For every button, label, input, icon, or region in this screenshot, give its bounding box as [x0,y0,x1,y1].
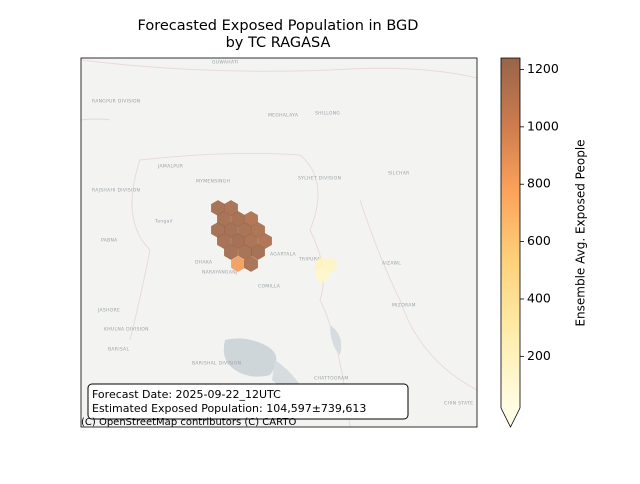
colorbar-tick-label: 600 [527,233,551,248]
place-label: CHIN STATE [444,401,473,407]
hexbin [315,267,329,283]
place-label: BARISAL [108,347,129,353]
hexbin [323,257,337,273]
place-label: MEGHALAYA [268,113,299,119]
place-label: SYLHET DIVISION [298,176,341,182]
water [330,325,342,355]
place-label: BARISHAL DIVISION [192,361,241,367]
place-label: JAMALPUR [157,164,183,170]
hexbin [258,233,272,249]
colorbar-tick-label: 1200 [527,61,559,76]
place-label: RAJSHAHI DIVISION [92,188,140,194]
hexbin [217,233,231,249]
place-label: MYMENSINGH [196,179,230,185]
hexbin [224,200,238,216]
colorbar-tick-label: 400 [527,290,551,305]
map-frame [80,57,478,428]
colorbar-frame [500,57,521,408]
place-label: KHULNA DIVISION [104,327,149,333]
place-label: MIZORAM [392,303,416,309]
hexbins [211,200,337,283]
attribution: (C) OpenStreetMap contributors (C) CARTO [81,417,296,428]
annotation-box [87,383,409,420]
title: Forecasted Exposed Population in BGD [138,18,419,34]
border [129,159,151,341]
colorbar-tick-label: 200 [527,348,551,363]
water [272,360,300,388]
place-label: CHATTOGRAM [314,376,349,382]
river [81,118,111,121]
place-label: AGARTALA [270,252,297,258]
annotation-text: Estimated Exposed Population: 104,597±73… [92,402,366,415]
colorbar [501,58,520,408]
title: by TC RAGASA [226,35,331,51]
border [359,199,477,391]
place-label: NARAYANGANJ [202,270,238,276]
place-label: PABNA [101,238,118,244]
colorbar-label: Ensemble Avg. Exposed People [574,139,588,326]
colorbar-tick-label: 800 [527,176,551,191]
place-label: TRIPURA [298,257,321,263]
place-label: Tangail [154,219,173,225]
place-label: RANGPUR DIVISION [92,99,141,105]
places: GUWAHATI RANGPUR DIVISION MEGHALAYA SHILLON… [92,60,473,407]
place-label: GUWAHATI [212,60,239,66]
map [81,58,477,427]
annotation-text: Forecast Date: 2025-09-22_12UTC [92,388,281,401]
place-label: AIZAWL [382,261,401,267]
border [81,59,477,79]
hexbin [244,256,258,272]
place-label: DHAKA [195,260,213,266]
place-label: SILCHAR [388,171,410,177]
hexbin [251,222,265,238]
colorbar-extend [500,407,521,428]
hexbin [251,244,265,260]
hexbin [224,244,238,260]
water [223,338,277,377]
place-label: SHILLONG [315,111,340,117]
place-label: COMILLA [258,284,281,290]
hexbin [224,222,238,238]
colorbar-tick-label: 1000 [527,118,559,133]
place-label: JASHORE [97,308,120,314]
